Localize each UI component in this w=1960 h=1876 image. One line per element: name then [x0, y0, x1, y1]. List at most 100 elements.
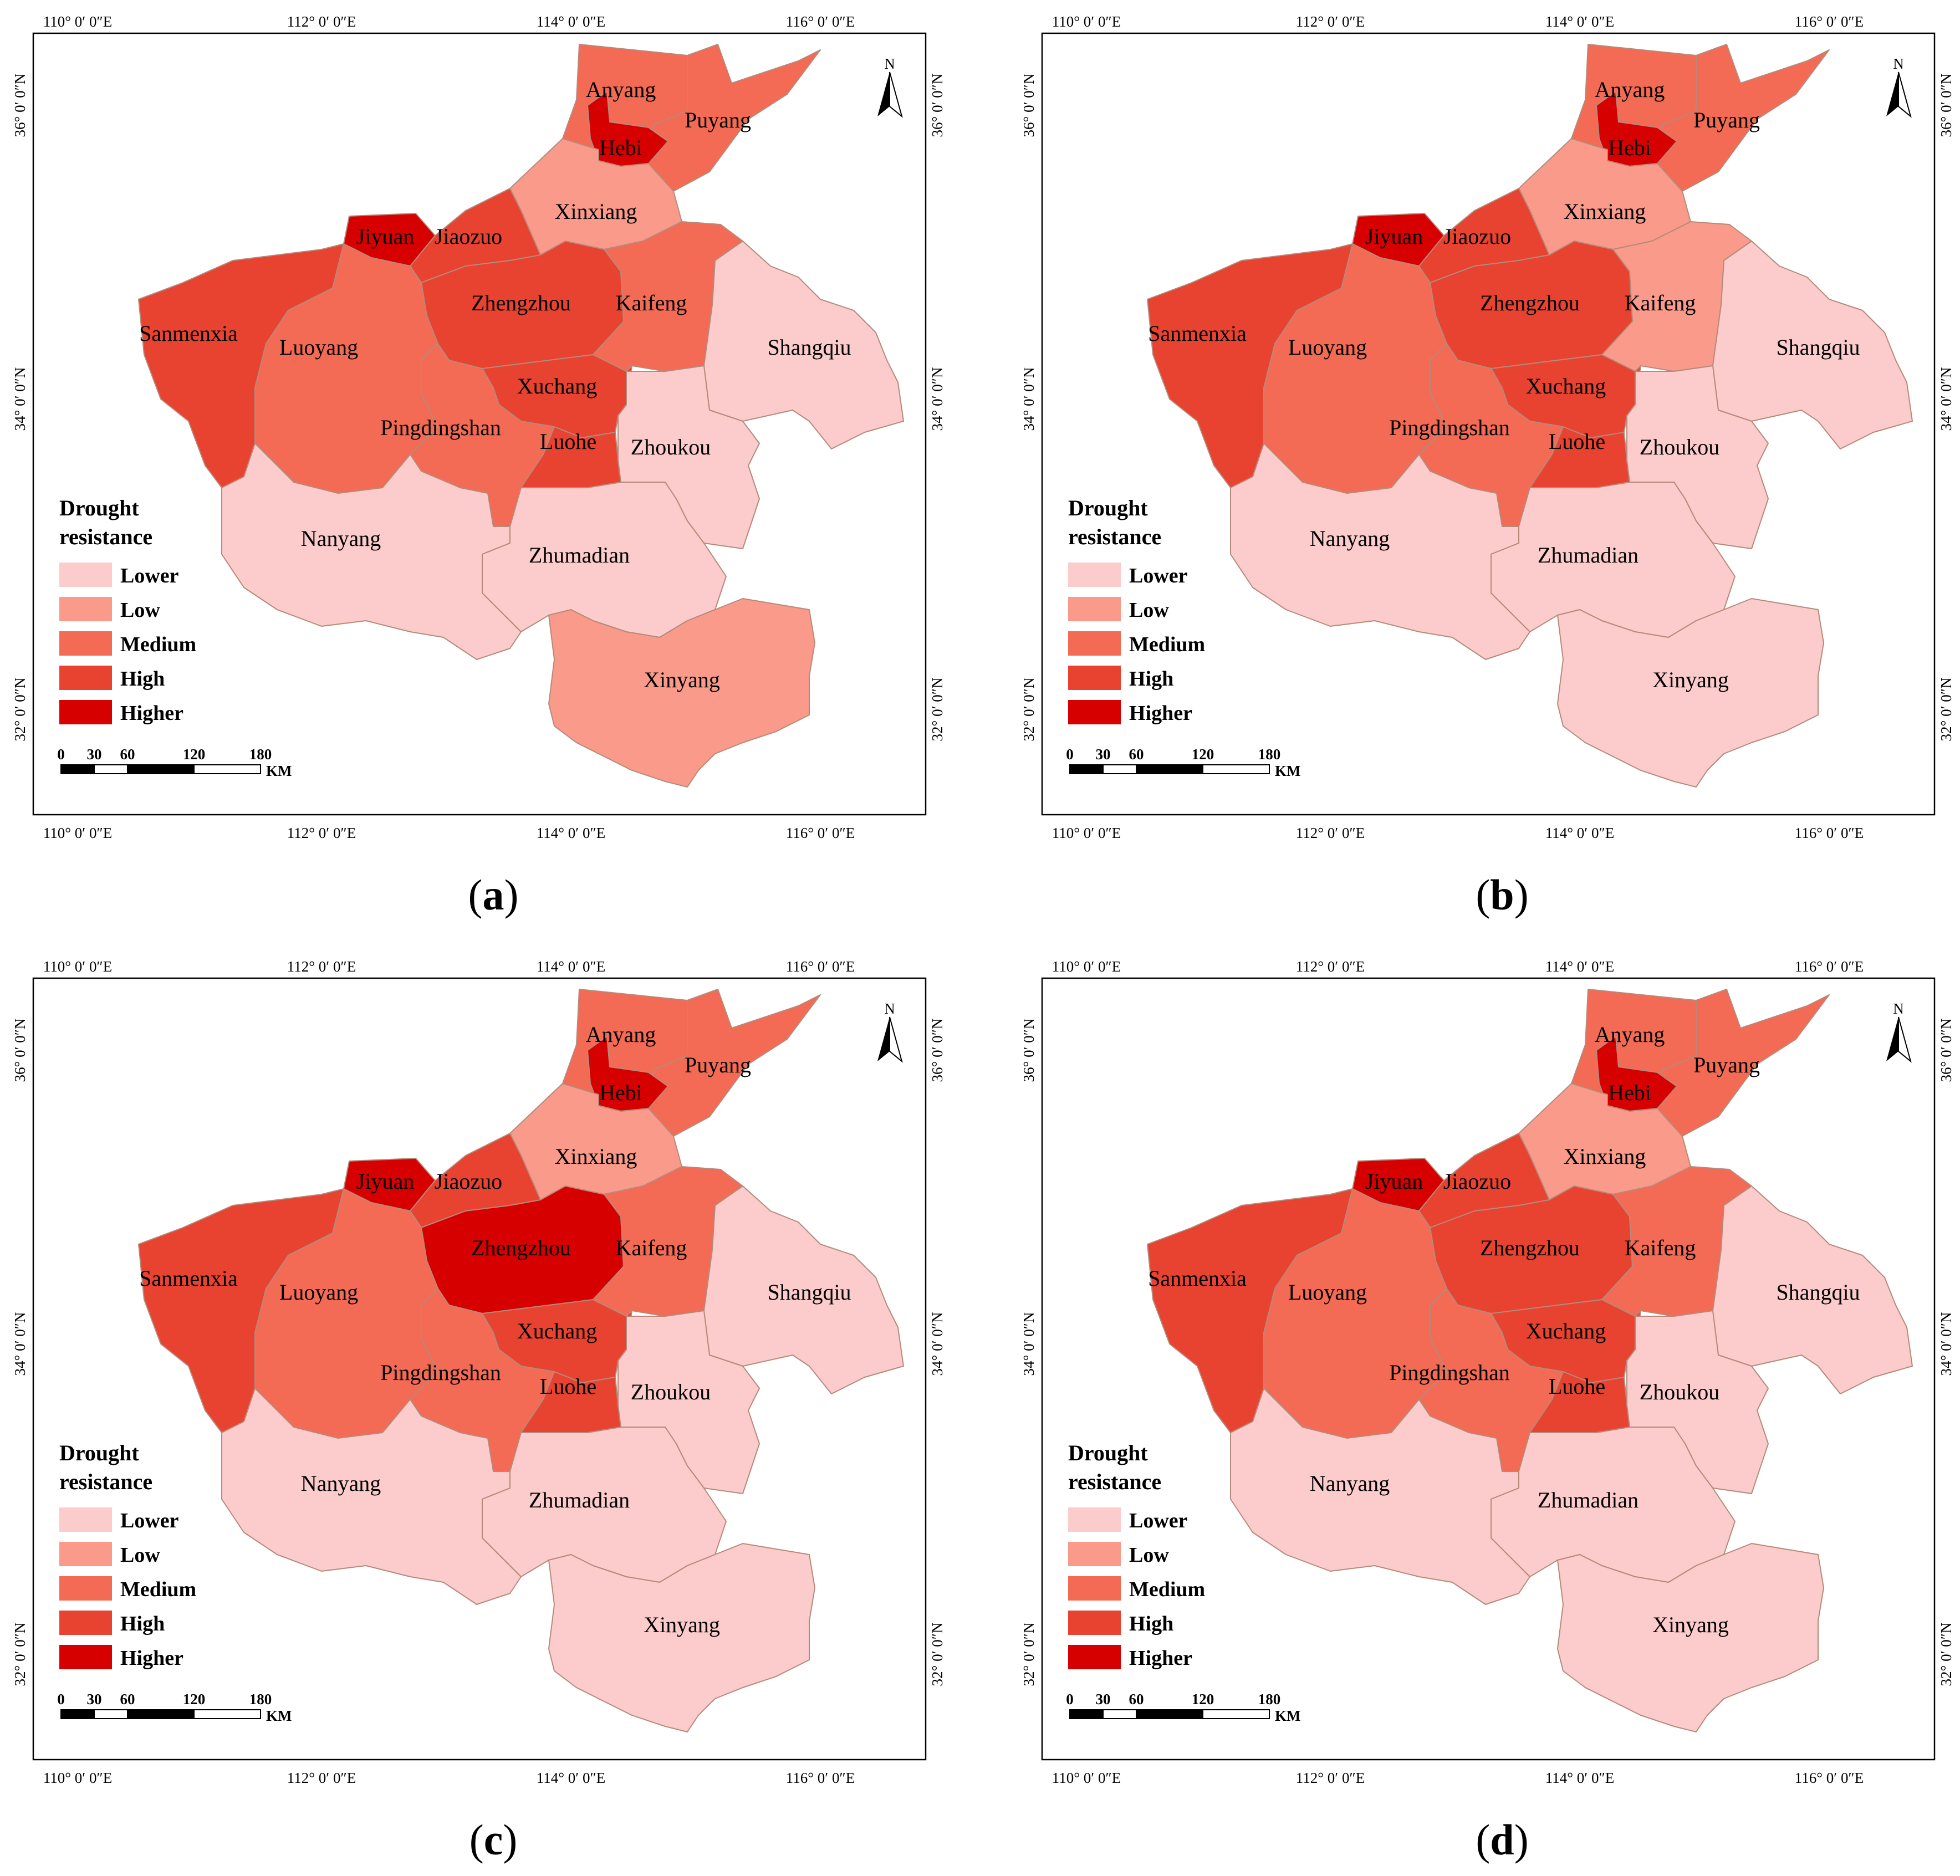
city-label-luoyang: Luoyang — [279, 1280, 358, 1305]
latitude-label-right: 32° 0′ 0″N — [929, 678, 946, 742]
region-puyang — [642, 44, 821, 192]
city-label-xuchang: Xuchang — [1526, 374, 1606, 398]
legend-title: Drought — [1068, 495, 1148, 520]
legend-swatch — [59, 1611, 112, 1635]
longitude-label-top: 110° 0′ 0″E — [1052, 13, 1121, 30]
legend-swatch — [1068, 666, 1121, 690]
legend-label: Medium — [1129, 633, 1205, 656]
scale-tick-label: 30 — [87, 746, 102, 763]
city-label-anyang: Anyang — [586, 1022, 656, 1047]
longitude-label-top: 114° 0′ 0″E — [537, 13, 605, 30]
legend-title: resistance — [1068, 524, 1161, 549]
legend-swatch — [1068, 1507, 1121, 1532]
city-label-nanyang: Nanyang — [301, 526, 381, 551]
city-label-jiaozuo: Jiaozuo — [1443, 224, 1511, 249]
legend-label: Low — [1129, 599, 1169, 622]
city-label-anyang: Anyang — [1595, 1022, 1665, 1047]
city-label-zhumadian: Zhumadian — [1538, 543, 1639, 568]
latitude-label-right: 34° 0′ 0″N — [929, 1312, 946, 1376]
legend-swatch — [59, 631, 112, 656]
city-label-kaifeng: Kaifeng — [616, 290, 687, 315]
latitude-label-right: 36° 0′ 0″N — [1938, 74, 1954, 137]
prefecture-layer — [138, 989, 904, 1732]
city-label-zhengzhou: Zhengzhou — [471, 1235, 571, 1260]
legend-label: Lower — [120, 1509, 179, 1532]
map-frame — [32, 977, 927, 1761]
city-label-xinyang: Xinyang — [1652, 1612, 1729, 1637]
latitude-label-right: 32° 0′ 0″N — [929, 1623, 946, 1686]
latitude-label-left: 34° 0′ 0″N — [1020, 367, 1037, 431]
longitude-label-bottom: 114° 0′ 0″E — [1545, 825, 1614, 841]
map-svg: 110° 0′ 0″E 110° 0′ 0″E 112° 0′ 0″E 112° 0′… — [12, 958, 946, 1786]
legend: Drought resistance Lower Low Medium High Highe… — [1068, 495, 1205, 725]
city-label-jiyuan: Jiyuan — [1365, 224, 1423, 249]
city-label-zhoukou: Zhoukou — [631, 435, 711, 459]
longitude-label-bottom: 116° 0′ 0″E — [1795, 825, 1864, 841]
legend-label: Medium — [120, 633, 196, 656]
legend-swatch — [59, 700, 112, 724]
city-label-nanyang: Nanyang — [1310, 526, 1390, 551]
scale-unit-label: KM — [1275, 1708, 1301, 1724]
map-svg: 110° 0′ 0″E 110° 0′ 0″E 112° 0′ 0″E 112° 0′… — [12, 13, 946, 841]
longitude-label-top: 110° 0′ 0″E — [1052, 958, 1121, 975]
legend-title: resistance — [1068, 1469, 1161, 1494]
longitude-label-bottom: 116° 0′ 0″E — [786, 1770, 855, 1786]
legend-title: resistance — [59, 524, 152, 549]
city-label-zhumadian: Zhumadian — [529, 1487, 630, 1512]
longitude-label-bottom: 116° 0′ 0″E — [786, 825, 855, 841]
longitude-label-top: 116° 0′ 0″E — [1795, 958, 1864, 975]
scale-unit-label: KM — [266, 763, 292, 779]
city-label-kaifeng: Kaifeng — [616, 1235, 687, 1260]
latitude-label-left: 32° 0′ 0″N — [12, 1623, 28, 1686]
legend-title: Drought — [59, 495, 139, 520]
legend-swatch — [1068, 631, 1121, 656]
city-label-jiaozuo: Jiaozuo — [435, 224, 502, 249]
panel-caption: (d) — [1476, 1816, 1529, 1864]
latitude-label-left: 36° 0′ 0″N — [12, 1019, 28, 1082]
scale-tick-label: 120 — [183, 746, 206, 763]
legend-swatch — [1068, 1576, 1121, 1601]
city-label-zhengzhou: Zhengzhou — [471, 290, 571, 315]
city-label-sanmenxia: Sanmenxia — [1148, 321, 1247, 346]
region-xinyang — [1557, 598, 1824, 788]
longitude-label-top: 116° 0′ 0″E — [786, 958, 855, 975]
north-arrow-icon: N — [1886, 55, 1912, 118]
region-puyang — [642, 989, 821, 1137]
city-label-shangqiu: Shangqiu — [1776, 335, 1860, 360]
panel-caption: (b) — [1476, 871, 1529, 919]
legend-label: Higher — [1129, 1647, 1192, 1670]
latitude-label-left: 34° 0′ 0″N — [1020, 1312, 1037, 1376]
longitude-label-top: 110° 0′ 0″E — [43, 958, 112, 975]
region-xinyang — [548, 598, 815, 788]
city-label-sanmenxia: Sanmenxia — [139, 321, 238, 346]
city-label-jiyuan: Jiyuan — [356, 224, 414, 249]
north-arrow-label: N — [884, 55, 895, 72]
city-label-hebi: Hebi — [1608, 135, 1651, 160]
map-svg: 110° 0′ 0″E 110° 0′ 0″E 112° 0′ 0″E 112° 0′… — [1020, 13, 1954, 841]
city-label-jiyuan: Jiyuan — [356, 1169, 414, 1194]
legend-label: Medium — [120, 1578, 196, 1601]
latitude-label-right: 36° 0′ 0″N — [1938, 1019, 1954, 1082]
latitude-label-right: 36° 0′ 0″N — [929, 1019, 946, 1082]
city-label-hebi: Hebi — [599, 135, 642, 160]
panel-caption: (c) — [469, 1816, 518, 1864]
scale-tick-label: 30 — [1096, 1691, 1111, 1708]
city-label-zhumadian: Zhumadian — [1538, 1487, 1639, 1512]
legend-title: Drought — [59, 1440, 139, 1465]
city-label-pingdingshan: Pingdingshan — [1389, 1360, 1510, 1385]
map-panel-a: 110° 0′ 0″E 110° 0′ 0″E 112° 0′ 0″E 112° 0′… — [12, 13, 964, 931]
city-label-zhumadian: Zhumadian — [529, 543, 630, 568]
legend-swatch — [59, 666, 112, 690]
city-label-nanyang: Nanyang — [301, 1471, 381, 1496]
legend: Drought resistance Lower Low Medium High Highe… — [59, 495, 196, 725]
legend-label: Higher — [1129, 702, 1192, 725]
scale-tick-label: 120 — [183, 1691, 206, 1708]
region-xinyang — [1557, 1543, 1824, 1732]
legend-label: Lower — [1129, 564, 1188, 587]
city-label-puyang: Puyang — [1693, 108, 1760, 132]
latitude-label-left: 32° 0′ 0″N — [1020, 678, 1037, 742]
scale-tick-label: 30 — [1096, 746, 1111, 763]
city-label-puyang: Puyang — [685, 108, 751, 132]
